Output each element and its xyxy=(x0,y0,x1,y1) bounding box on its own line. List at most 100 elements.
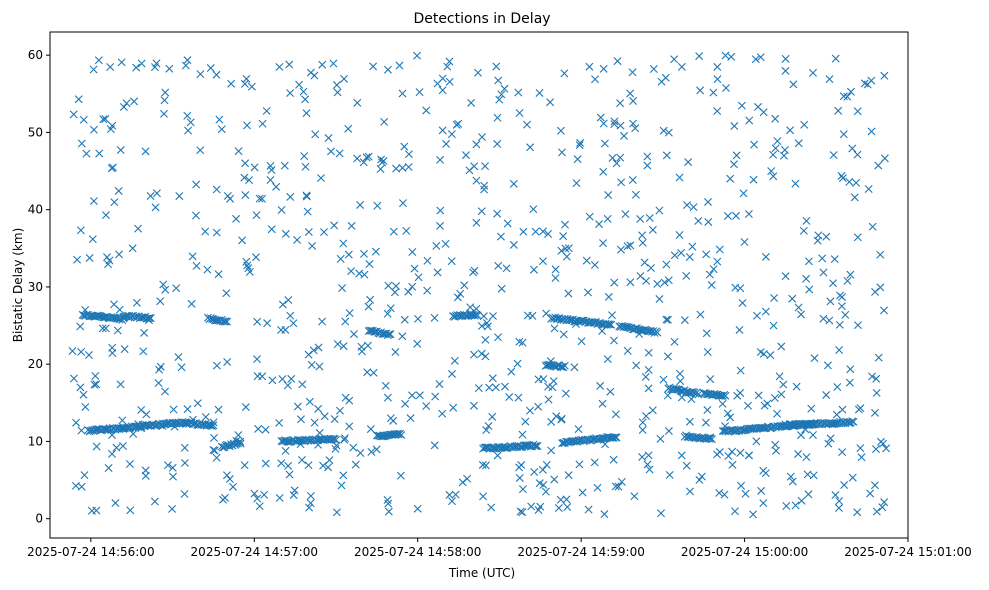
detection-marker xyxy=(391,348,400,357)
detection-marker xyxy=(483,322,492,331)
detection-marker xyxy=(376,165,385,173)
detection-marker xyxy=(779,380,788,389)
detection-marker xyxy=(877,437,886,446)
detection-marker xyxy=(839,130,848,139)
detection-marker xyxy=(250,163,259,172)
detection-marker xyxy=(304,227,313,236)
detection-marker xyxy=(422,106,431,115)
detection-marker xyxy=(638,426,647,435)
detection-marker xyxy=(680,316,689,325)
detection-marker xyxy=(110,198,119,207)
detection-marker xyxy=(101,114,110,123)
detection-marker xyxy=(493,139,502,148)
detection-marker xyxy=(196,146,205,155)
detection-marker xyxy=(535,479,544,488)
detection-marker xyxy=(850,193,859,202)
detection-marker xyxy=(676,377,685,386)
detection-marker xyxy=(324,463,333,472)
detection-marker xyxy=(644,451,653,460)
detection-marker xyxy=(480,181,489,190)
detection-marker xyxy=(184,126,193,135)
detection-marker xyxy=(456,289,465,298)
detection-marker xyxy=(254,424,263,433)
detection-marker xyxy=(77,482,86,491)
detection-marker xyxy=(285,470,294,479)
detection-marker xyxy=(435,380,444,389)
detection-marker xyxy=(196,70,205,79)
detection-marker xyxy=(853,321,862,330)
detection-marker xyxy=(209,433,218,442)
detection-marker xyxy=(345,422,354,431)
detection-marker xyxy=(310,418,319,427)
detection-marker xyxy=(168,504,177,513)
detection-marker xyxy=(89,125,98,134)
x-tick-label: 2025-07-24 14:56:00 xyxy=(27,545,154,559)
detection-marker xyxy=(542,460,551,469)
detection-marker xyxy=(832,410,841,419)
detection-marker xyxy=(740,237,749,246)
detection-marker xyxy=(201,412,210,421)
detection-marker xyxy=(687,395,696,404)
detection-marker xyxy=(125,460,134,468)
detection-marker xyxy=(413,504,422,513)
detection-marker xyxy=(98,324,107,333)
detection-marker xyxy=(305,397,314,406)
detection-marker xyxy=(544,395,553,404)
detection-marker xyxy=(378,158,387,167)
detection-marker xyxy=(853,233,862,242)
detection-marker xyxy=(872,374,881,383)
y-axis-label: Bistatic Delay (km) xyxy=(11,228,25,343)
detection-marker xyxy=(234,431,243,440)
detection-marker xyxy=(275,62,284,71)
detection-marker xyxy=(519,227,528,236)
detection-marker xyxy=(796,431,805,440)
detection-marker xyxy=(332,81,341,90)
detection-marker xyxy=(445,490,454,499)
detection-marker xyxy=(81,402,90,411)
detection-marker xyxy=(277,459,286,468)
detection-marker xyxy=(529,265,538,274)
detection-marker xyxy=(484,421,493,430)
detection-marker xyxy=(154,379,163,388)
detection-marker xyxy=(258,119,267,128)
y-tick-label: 40 xyxy=(28,203,43,217)
detection-marker xyxy=(477,322,486,331)
detection-marker xyxy=(103,253,111,262)
detection-marker xyxy=(430,441,439,450)
detection-marker xyxy=(876,250,885,259)
detection-marker xyxy=(472,310,481,319)
detection-marker xyxy=(128,244,137,253)
detection-marker xyxy=(697,472,706,481)
detection-marker xyxy=(715,245,724,254)
detection-marker xyxy=(564,244,573,253)
detection-marker xyxy=(761,252,770,261)
detection-marker xyxy=(336,254,345,263)
detection-marker xyxy=(385,330,394,339)
detection-marker xyxy=(599,64,608,73)
detection-marker xyxy=(509,179,518,188)
detection-marker xyxy=(108,449,117,458)
detection-marker xyxy=(289,319,298,328)
detection-marker xyxy=(111,499,120,508)
detection-marker xyxy=(797,496,806,505)
detection-marker xyxy=(534,375,543,384)
detection-marker xyxy=(721,391,730,400)
detection-marker xyxy=(715,488,724,497)
detection-marker xyxy=(485,383,494,392)
detection-marker xyxy=(283,381,292,390)
detection-marker xyxy=(830,255,839,264)
detection-marker xyxy=(670,337,679,346)
detection-marker xyxy=(337,481,346,490)
detection-marker xyxy=(311,130,320,139)
detection-marker xyxy=(642,276,651,285)
detection-marker xyxy=(401,399,410,408)
detection-marker xyxy=(643,152,652,161)
detection-marker xyxy=(871,445,880,454)
detection-marker xyxy=(744,209,753,218)
detection-marker xyxy=(561,220,569,229)
detection-marker xyxy=(488,374,497,383)
detection-marker xyxy=(384,499,393,508)
detection-marker xyxy=(556,126,565,135)
detection-marker xyxy=(275,418,284,427)
